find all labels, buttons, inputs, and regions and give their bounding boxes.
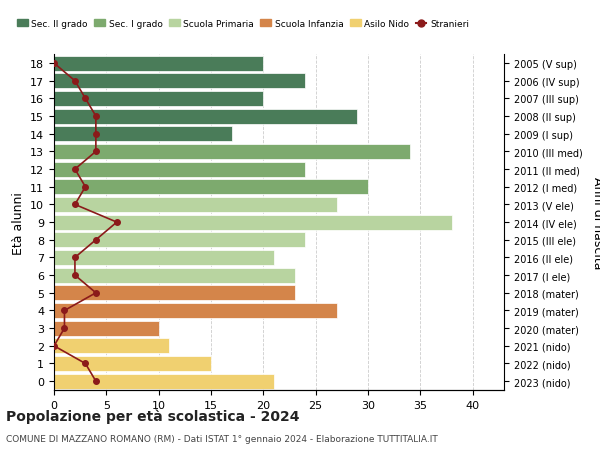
Bar xyxy=(54,251,274,265)
Y-axis label: Anni di nascita: Anni di nascita xyxy=(591,176,600,269)
Bar xyxy=(54,74,305,89)
Bar xyxy=(54,162,305,177)
Legend: Sec. II grado, Sec. I grado, Scuola Primaria, Scuola Infanzia, Asilo Nido, Stran: Sec. II grado, Sec. I grado, Scuola Prim… xyxy=(13,16,473,32)
Bar xyxy=(54,374,274,389)
Bar xyxy=(54,303,337,318)
Bar xyxy=(54,356,211,371)
Bar xyxy=(54,215,452,230)
Bar xyxy=(54,127,232,142)
Bar xyxy=(54,197,337,213)
Bar xyxy=(54,321,158,336)
Y-axis label: Età alunni: Età alunni xyxy=(11,191,25,254)
Bar xyxy=(54,233,305,248)
Bar xyxy=(54,339,169,353)
Text: COMUNE DI MAZZANO ROMANO (RM) - Dati ISTAT 1° gennaio 2024 - Elaborazione TUTTIT: COMUNE DI MAZZANO ROMANO (RM) - Dati IST… xyxy=(6,434,438,442)
Bar xyxy=(54,56,263,72)
Bar xyxy=(54,268,295,283)
Bar xyxy=(54,285,295,301)
Bar xyxy=(54,145,410,160)
Text: Popolazione per età scolastica - 2024: Popolazione per età scolastica - 2024 xyxy=(6,409,299,423)
Bar xyxy=(54,92,263,106)
Bar xyxy=(54,109,358,124)
Bar xyxy=(54,180,368,195)
